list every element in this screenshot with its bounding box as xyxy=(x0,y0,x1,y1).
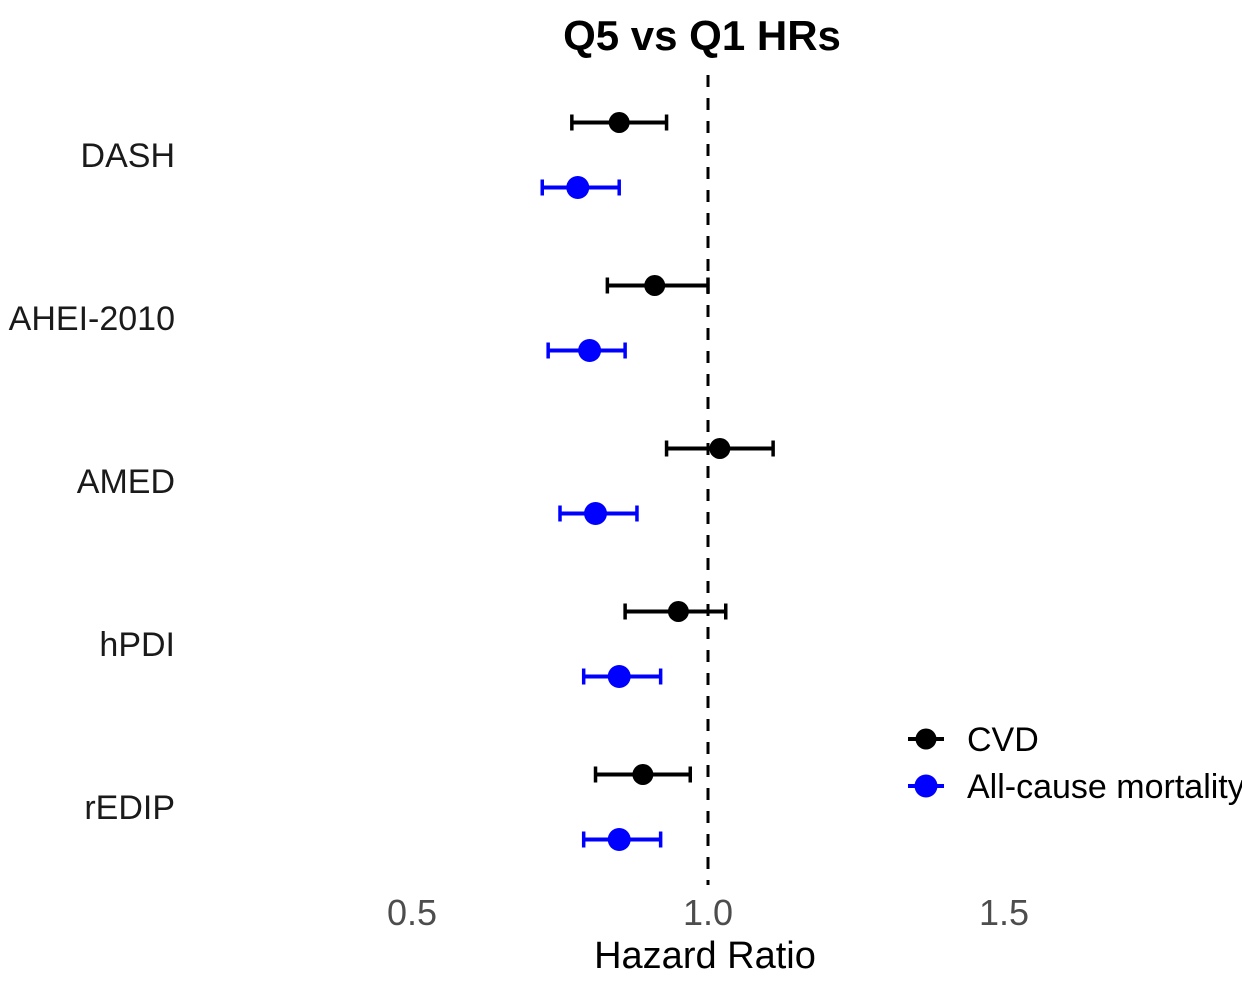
forest-point xyxy=(558,502,639,525)
legend: CVD All-cause mortality xyxy=(908,721,1242,806)
chart-title: Q5 vs Q1 HRs xyxy=(563,12,841,59)
y-axis-label: rEDIP xyxy=(84,789,175,827)
forest-point xyxy=(664,438,775,459)
x-axis-title: Hazard Ratio xyxy=(594,935,816,977)
x-tick-label: 1.0 xyxy=(683,892,733,933)
y-axis-label: DASH xyxy=(81,137,175,175)
forest-point xyxy=(546,339,627,362)
y-axis-label: AHEI-2010 xyxy=(9,300,175,338)
legend-entry: All-cause mortality xyxy=(908,768,1242,806)
hr-point xyxy=(578,339,602,362)
hr-point xyxy=(584,502,608,525)
hr-point xyxy=(607,665,631,688)
forest-point xyxy=(605,275,710,296)
plot-layer: DASH AHEI-2010 AMED hPDI rEDIP 0.5 1.0 1.5 xyxy=(9,75,1029,933)
forest-point xyxy=(570,112,669,133)
forest-point xyxy=(581,665,663,688)
forest-point xyxy=(593,764,692,785)
hr-point xyxy=(566,176,590,199)
hr-point xyxy=(667,601,689,622)
x-tick-label: 0.5 xyxy=(387,892,437,933)
legend-key-dot xyxy=(914,774,938,798)
hr-point xyxy=(608,112,630,133)
hr-point xyxy=(709,438,731,459)
hr-point xyxy=(644,275,666,296)
forest-point xyxy=(581,828,663,851)
legend-entry: CVD xyxy=(908,721,1039,759)
hr-point xyxy=(607,828,631,851)
legend-label: CVD xyxy=(967,721,1039,759)
hr-point xyxy=(632,764,654,785)
forest-point xyxy=(623,601,728,622)
y-axis-label: hPDI xyxy=(99,626,175,664)
forest-point xyxy=(540,176,621,199)
y-axis-label: AMED xyxy=(77,463,175,501)
legend-key-dot xyxy=(915,728,937,750)
legend-label: All-cause mortality xyxy=(967,768,1242,806)
x-tick-label: 1.5 xyxy=(979,892,1029,933)
